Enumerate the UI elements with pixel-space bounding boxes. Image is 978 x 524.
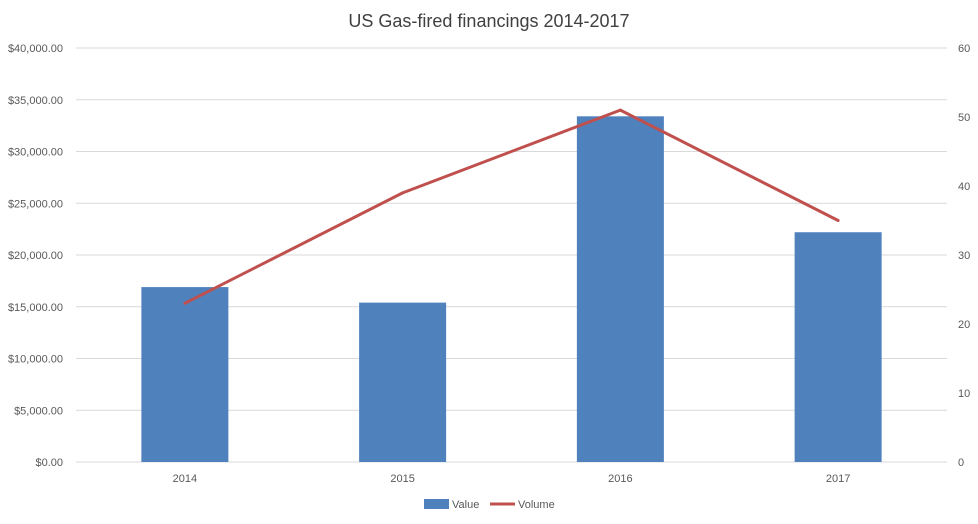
left-tick-label: $0.00 bbox=[35, 457, 63, 469]
x-tick-label: 2017 bbox=[826, 473, 850, 485]
x-tick-label: 2015 bbox=[390, 473, 414, 485]
left-axis-ticks: $0.00 $5,000.00 $10,000.00 $15,000.00 $20,00… bbox=[8, 43, 63, 469]
legend-label-volume: Volume bbox=[518, 499, 555, 511]
right-tick-label: 50 bbox=[958, 112, 970, 124]
right-tick-label: 30 bbox=[958, 250, 970, 262]
left-tick-label: $35,000.00 bbox=[8, 95, 63, 107]
chart-title: US Gas-fired financings 2014-2017 bbox=[348, 11, 629, 31]
bar-value-2014 bbox=[141, 287, 229, 462]
legend-swatch-value bbox=[424, 499, 449, 509]
right-axis-ticks: 0 10 20 30 40 50 60 bbox=[958, 43, 970, 469]
right-tick-label: 0 bbox=[958, 457, 964, 469]
right-tick-label: 10 bbox=[958, 388, 970, 400]
right-tick-label: 60 bbox=[958, 43, 970, 55]
right-tick-label: 20 bbox=[958, 319, 970, 331]
left-tick-label: $30,000.00 bbox=[8, 147, 63, 159]
x-axis-ticks: 2014 2015 2016 2017 bbox=[173, 473, 851, 485]
x-tick-label: 2014 bbox=[173, 473, 197, 485]
left-tick-label: $10,000.00 bbox=[8, 354, 63, 366]
legend-label-value: Value bbox=[452, 499, 479, 511]
left-tick-label: $20,000.00 bbox=[8, 250, 63, 262]
bar-value-2015 bbox=[359, 302, 447, 462]
volume-point-2017 bbox=[836, 219, 840, 222]
volume-point-2014 bbox=[183, 301, 187, 305]
volume-point-2015 bbox=[401, 191, 405, 195]
value-bars bbox=[141, 116, 882, 462]
left-tick-label: $15,000.00 bbox=[8, 302, 63, 314]
volume-point-2016 bbox=[618, 108, 622, 112]
volume-line bbox=[184, 108, 839, 305]
left-tick-label: $40,000.00 bbox=[8, 43, 63, 55]
bar-value-2016 bbox=[576, 116, 664, 462]
left-tick-label: $25,000.00 bbox=[8, 198, 63, 210]
x-tick-label: 2016 bbox=[608, 473, 632, 485]
legend: Value Volume bbox=[424, 499, 555, 511]
bar-value-2017 bbox=[794, 232, 882, 462]
right-tick-label: 40 bbox=[958, 181, 970, 193]
left-tick-label: $5,000.00 bbox=[14, 405, 63, 417]
volume-line-layer bbox=[183, 108, 840, 305]
